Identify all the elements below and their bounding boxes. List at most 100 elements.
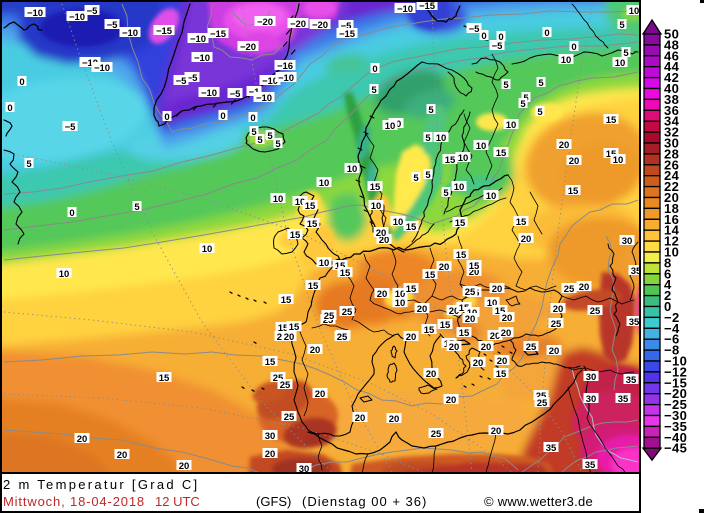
svg-text:20: 20 — [446, 395, 457, 406]
svg-text:20: 20 — [406, 332, 417, 343]
svg-text:15: 15 — [440, 320, 451, 331]
svg-text:20: 20 — [77, 434, 88, 445]
svg-text:−16: −16 — [277, 61, 293, 72]
svg-text:15: 15 — [424, 325, 435, 336]
svg-text:15: 15 — [445, 155, 456, 166]
svg-text:−5: −5 — [187, 73, 199, 84]
svg-text:20: 20 — [465, 314, 476, 325]
svg-text:25: 25 — [526, 342, 537, 353]
svg-text:20: 20 — [426, 369, 437, 380]
svg-text:20: 20 — [549, 346, 560, 357]
svg-text:−15: −15 — [339, 29, 356, 40]
svg-text:20: 20 — [502, 313, 513, 324]
svg-text:15: 15 — [425, 270, 436, 281]
svg-text:25: 25 — [273, 373, 284, 384]
svg-text:−8: −8 — [664, 343, 680, 358]
svg-text:−15: −15 — [210, 29, 227, 40]
svg-text:20: 20 — [265, 449, 276, 460]
svg-text:0: 0 — [571, 42, 576, 53]
svg-text:−10: −10 — [262, 76, 278, 87]
svg-text:15: 15 — [606, 115, 617, 126]
svg-text:38: 38 — [664, 92, 679, 107]
svg-text:5: 5 — [26, 159, 32, 170]
svg-text:20: 20 — [664, 190, 679, 205]
svg-text:30: 30 — [265, 431, 276, 442]
svg-text:5: 5 — [413, 173, 419, 184]
svg-text:−5: −5 — [176, 76, 188, 87]
svg-text:35: 35 — [585, 460, 596, 471]
svg-text:25: 25 — [337, 332, 348, 343]
svg-text:25: 25 — [551, 319, 562, 330]
svg-text:15: 15 — [469, 261, 480, 272]
svg-text:30: 30 — [664, 136, 679, 151]
svg-text:25: 25 — [323, 315, 334, 326]
svg-text:15: 15 — [265, 357, 276, 368]
svg-text:15: 15 — [495, 306, 506, 317]
svg-text:20: 20 — [497, 356, 508, 367]
svg-text:5: 5 — [267, 131, 273, 142]
svg-text:−5: −5 — [469, 24, 481, 35]
svg-text:0: 0 — [544, 28, 549, 39]
svg-text:0: 0 — [250, 113, 255, 124]
svg-text:10: 10 — [454, 182, 465, 193]
svg-text:30: 30 — [299, 464, 310, 472]
svg-text:−30: −30 — [664, 408, 687, 423]
svg-text:20: 20 — [492, 284, 503, 295]
svg-text:5: 5 — [257, 135, 263, 146]
svg-text:10: 10 — [664, 245, 679, 260]
svg-text:−20: −20 — [257, 17, 273, 28]
svg-text:10: 10 — [506, 120, 517, 131]
svg-text:25: 25 — [564, 284, 575, 295]
svg-text:20: 20 — [117, 450, 128, 461]
svg-text:20: 20 — [579, 282, 590, 293]
svg-text:16: 16 — [664, 212, 679, 227]
svg-text:0: 0 — [498, 32, 503, 43]
svg-text:15: 15 — [305, 201, 316, 212]
svg-text:10: 10 — [395, 298, 406, 309]
svg-text:10: 10 — [319, 258, 330, 269]
svg-text:35: 35 — [626, 375, 637, 386]
svg-text:−6: −6 — [664, 332, 680, 347]
svg-text:48: 48 — [664, 37, 679, 52]
svg-text:15: 15 — [290, 230, 301, 241]
svg-text:−12: −12 — [664, 364, 687, 379]
svg-text:35: 35 — [631, 266, 639, 277]
svg-text:0: 0 — [164, 112, 169, 123]
svg-text:30: 30 — [586, 372, 597, 383]
svg-text:−20: −20 — [312, 20, 328, 31]
svg-text:15: 15 — [340, 268, 351, 279]
svg-text:50: 50 — [664, 27, 679, 42]
svg-text:20: 20 — [559, 140, 570, 151]
svg-text:15: 15 — [496, 148, 507, 159]
svg-text:14: 14 — [664, 223, 680, 238]
svg-text:−5: −5 — [65, 122, 77, 133]
svg-text:35: 35 — [546, 443, 557, 454]
svg-text:−10: −10 — [122, 28, 138, 39]
svg-text:10: 10 — [615, 58, 626, 69]
svg-text:25: 25 — [536, 391, 547, 402]
svg-text:10: 10 — [629, 6, 639, 17]
svg-text:28: 28 — [664, 146, 679, 161]
svg-text:36: 36 — [664, 103, 679, 118]
svg-text:15: 15 — [370, 182, 381, 193]
svg-text:46: 46 — [664, 48, 679, 63]
svg-text:20: 20 — [521, 234, 532, 245]
svg-text:25: 25 — [342, 307, 353, 318]
svg-text:15: 15 — [289, 322, 300, 333]
svg-text:20: 20 — [379, 235, 390, 246]
svg-text:18: 18 — [664, 201, 679, 216]
svg-text:15: 15 — [568, 186, 579, 197]
svg-text:24: 24 — [664, 168, 680, 183]
svg-text:5: 5 — [443, 188, 449, 199]
svg-text:−10: −10 — [27, 8, 43, 19]
svg-text:−35: −35 — [664, 419, 687, 434]
svg-text:0: 0 — [7, 103, 12, 114]
svg-text:8: 8 — [664, 255, 672, 270]
svg-text:25: 25 — [537, 398, 548, 409]
svg-text:20: 20 — [355, 413, 366, 424]
svg-text:15: 15 — [159, 373, 170, 384]
svg-text:32: 32 — [664, 125, 679, 140]
svg-text:15: 15 — [496, 369, 507, 380]
svg-text:10: 10 — [476, 141, 487, 152]
svg-text:20: 20 — [376, 228, 387, 239]
